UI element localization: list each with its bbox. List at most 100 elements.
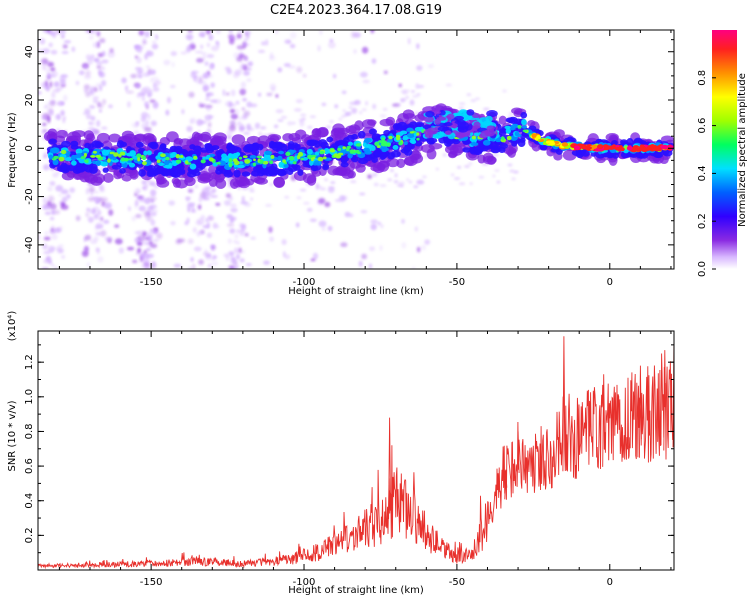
spectrogram-noise-cell [97,52,104,58]
spectrogram-noise-cell [243,110,251,117]
spectrogram-ridge-cell [319,150,325,155]
spectrogram-noise-cell [146,247,151,252]
spectrogram-noise-cell [228,30,233,34]
spectrogram-noise-cell [138,205,146,212]
spectrogram-ridge-cell [477,154,486,164]
spectrogram-ridge-cell [251,170,261,177]
spectrogram-ridge-cell [83,152,87,158]
spectrogram-ridge-cell [58,156,65,162]
spectrogram-ridge-cell [119,141,127,148]
spectrogram-noise-cell [88,35,94,40]
spectrogram-noise-cell [329,38,334,43]
spectrogram-noise-cell [63,40,72,44]
spectrogram-ridge-cell [199,131,212,143]
spectrogram-noise-cell [265,203,272,207]
spectrogram-ridge-cell [233,169,241,178]
spectrogram-noise-cell [317,45,321,52]
spectrogram-ridge-cell [298,151,304,157]
spectrogram-noise-cell [150,78,154,83]
spectrogram-ridge-cell [146,150,152,156]
spectrogram-ridge-cell [355,143,362,147]
spectrogram-noise-cell [83,89,88,93]
spectrogram-noise-cell [60,101,65,105]
spectrogram-noise-cell [310,258,316,262]
spectrogram-ridge-cell [337,147,342,152]
spectrogram-noise-cell [445,83,453,87]
spectrogram-noise-cell [185,33,194,41]
spectrogram-noise-cell [96,31,101,37]
spectrogram-ridge-cell [160,153,166,158]
spectrogram-ridge-cell [52,158,59,166]
spectrogram-noise-cell [190,117,197,124]
spectrogram-ridge-cell [92,150,97,154]
spectrogram-noise-cell [50,49,58,55]
spectrogram-ridge-cell [161,168,171,177]
spectrogram-noise-cell [186,125,193,133]
spectrogram-noise-cell [243,70,250,76]
snr-y-multiplier: (x10⁴) [7,311,18,342]
spectrogram-noise-cell [60,201,66,207]
spectrogram-noise-cell [49,216,55,221]
spectrogram-ridge-cell [191,170,201,177]
spectrogram-ridge-cell [347,152,353,159]
spectrogram-noise-cell [359,192,366,196]
spectrogram-noise-cell [50,91,56,99]
spectrogram-noise-cell [92,86,98,92]
spectrogram-noise-cell [296,196,302,200]
spectrogram-noise-cell [240,81,247,89]
spectrogram-ridge-cell [462,147,472,153]
spectrogram-noise-cell [361,108,367,112]
spectrogram-noise-cell [163,59,171,66]
spectrogram-noise-cell [38,234,41,241]
spectrogram-noise-cell [82,111,91,116]
spectrogram-ridge-cell [306,148,313,155]
spectrogram-noise-cell [149,228,154,233]
y-tick-label: 0.6 [24,458,35,474]
spectrogram-noise-cell [223,199,232,206]
spectrogram-noise-cell [48,109,54,116]
spectrogram-noise-cell [207,263,212,269]
spectrogram-ridge-cell [276,142,286,149]
spectrogram-noise-cell [254,122,261,130]
spectrogram-ridge-cell [147,141,157,149]
spectrogram-noise-cell [96,65,102,69]
spectrogram-ridge-cell [142,155,146,161]
spectrogram-ridge-cell [506,135,512,141]
spectrogram-noise-cell [54,266,58,269]
spectrogram-noise-cell [60,189,69,195]
spectrogram-ridge-cell [277,155,283,161]
spectrogram-noise-cell [239,258,245,263]
spectrogram-y-axis-label: Frequency (Hz) [7,112,18,188]
spectrogram-noise-cell [257,49,266,54]
spectrogram-noise-cell [235,264,239,269]
spectrogram-noise-cell [195,220,202,226]
spectrogram-peak-cell [626,146,633,151]
spectrogram-noise-cell [192,227,197,233]
spectrogram-noise-cell [210,45,219,52]
spectrogram-noise-cell [206,42,211,48]
spectrogram-noise-cell [509,169,515,173]
spectrogram-noise-cell [230,89,236,97]
spectrogram-noise-cell [51,234,58,240]
spectrogram-ridge-cell [403,145,412,152]
spectrogram-noise-cell [142,184,149,192]
spectrogram-noise-cell [396,103,402,107]
spectrogram-noise-cell [170,51,178,57]
spectrogram-noise-cell [227,238,232,245]
spectrogram-noise-cell [150,211,157,217]
spectrogram-ridge-cell [390,150,401,158]
spectrogram-noise-cell [332,73,337,79]
spectrogram-ridge-cell [364,137,372,143]
spectrogram-noise-cell [450,173,455,177]
spectrogram-ridge-cell [75,148,83,154]
spectrogram-noise-cell [98,84,103,92]
spectrogram-noise-cell [190,257,194,263]
spectrogram-noise-cell [227,223,235,227]
spectrogram-noise-cell [51,31,57,39]
spectrogram-ridge-cell [100,161,108,167]
x-tick-label: -50 [449,277,465,288]
spectrogram-ridge-cell [446,113,455,120]
spectrogram-ridge-cell [251,142,258,151]
spectrogram-ridge-cell [357,130,366,139]
spectrogram-ridge-cell [317,156,324,162]
